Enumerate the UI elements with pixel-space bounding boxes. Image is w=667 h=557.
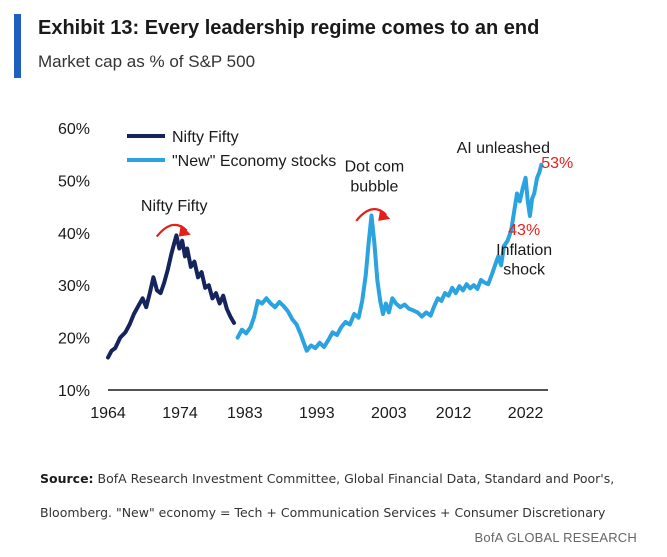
chart-legend: Nifty Fifty "New" Economy stocks [127, 129, 336, 170]
x-tick-label: 1974 [162, 405, 198, 422]
annotation-label: Dot com [345, 158, 405, 175]
chart-series-layer [106, 162, 544, 360]
annotation-label: Nifty Fifty [141, 198, 208, 215]
source-text: BofA Research Investment Committee, Glob… [40, 471, 615, 520]
x-tick-label: 1993 [299, 405, 335, 422]
x-tick-label: 2012 [436, 405, 472, 422]
series-line-new-economy [235, 162, 544, 353]
line-chart: 10% 20% 30% 40% 50% 60% 1964 1974 1983 1993 2003 20… [58, 121, 573, 422]
series-line-nifty-fifty [106, 233, 236, 360]
y-tick-label: 10% [58, 383, 90, 400]
chart-axes: 10% 20% 30% 40% 50% 60% 1964 1974 1983 1993 2003 20… [58, 121, 548, 422]
source-note: Source: BofA Research Investment Committ… [40, 462, 650, 530]
chart-title: Exhibit 13: Every leadership regime come… [38, 17, 540, 39]
annotation-label: 43% [508, 222, 540, 239]
annotation-label: 53% [541, 155, 573, 172]
title-accent-bar [14, 14, 21, 78]
legend-label: Nifty Fifty [172, 129, 239, 146]
x-tick-label: 2003 [371, 405, 407, 422]
annotation-label: bubble [350, 178, 398, 195]
y-tick-label: 60% [58, 121, 90, 138]
x-tick-label: 1983 [227, 405, 263, 422]
arrow-nifty-peak-head [178, 224, 191, 237]
y-tick-label: 20% [58, 331, 90, 348]
chart-subtitle: Market cap as % of S&P 500 [38, 52, 256, 71]
y-tick-label: 50% [58, 173, 90, 190]
source-label: Source: [40, 471, 94, 486]
x-tick-label: 2022 [508, 405, 544, 422]
x-tick-label: 1964 [90, 405, 126, 422]
brand-label: BofA GLOBAL RESEARCH [474, 530, 637, 545]
y-tick-label: 30% [58, 278, 90, 295]
annotation-label: Inflation [496, 242, 552, 259]
annotation-label: AI unleashed [457, 140, 550, 157]
arrow-dotcom-peak-head [378, 208, 391, 221]
legend-label: "New" Economy stocks [172, 153, 336, 170]
annotation-label: shock [503, 262, 546, 279]
y-tick-label: 40% [58, 226, 90, 243]
